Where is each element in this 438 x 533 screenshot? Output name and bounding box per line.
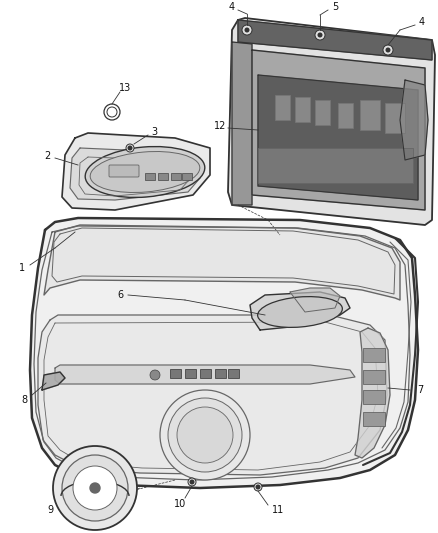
Circle shape: [107, 107, 117, 117]
Text: 8: 8: [21, 395, 27, 405]
Bar: [363, 412, 385, 426]
Bar: [258, 148, 413, 183]
Bar: [385, 103, 405, 133]
Text: 5: 5: [332, 2, 338, 12]
Polygon shape: [250, 292, 350, 330]
Bar: [295, 97, 310, 122]
Bar: [363, 370, 385, 384]
Text: 10: 10: [174, 499, 186, 509]
Text: 6: 6: [117, 290, 123, 300]
Polygon shape: [232, 42, 252, 205]
Polygon shape: [30, 218, 418, 488]
Circle shape: [254, 483, 262, 491]
Circle shape: [386, 48, 390, 52]
Text: 3: 3: [151, 127, 157, 137]
Circle shape: [383, 45, 393, 55]
Polygon shape: [44, 225, 400, 300]
Bar: [158, 173, 168, 180]
Bar: [182, 173, 192, 180]
Polygon shape: [400, 80, 428, 160]
Polygon shape: [355, 328, 390, 458]
Circle shape: [90, 483, 100, 493]
Circle shape: [126, 144, 134, 152]
Polygon shape: [290, 288, 340, 312]
Bar: [275, 95, 290, 120]
Bar: [170, 369, 181, 378]
Ellipse shape: [258, 296, 343, 327]
Text: 4: 4: [419, 17, 425, 27]
Circle shape: [73, 466, 117, 510]
Bar: [200, 369, 211, 378]
Polygon shape: [258, 75, 418, 200]
Circle shape: [318, 33, 322, 37]
Text: 11: 11: [272, 505, 284, 515]
Circle shape: [188, 478, 196, 486]
Polygon shape: [228, 18, 435, 225]
Circle shape: [150, 370, 160, 380]
Circle shape: [160, 390, 250, 480]
Text: 2: 2: [44, 151, 50, 161]
Text: 9: 9: [47, 505, 53, 515]
Text: 1: 1: [19, 263, 25, 273]
FancyBboxPatch shape: [109, 165, 139, 177]
Text: 4: 4: [229, 2, 235, 12]
Circle shape: [245, 28, 249, 32]
Text: 7: 7: [417, 385, 423, 395]
Circle shape: [256, 485, 260, 489]
Polygon shape: [38, 315, 387, 475]
Circle shape: [177, 407, 233, 463]
Polygon shape: [42, 372, 65, 390]
Bar: [228, 369, 239, 378]
Circle shape: [53, 446, 137, 530]
Text: 12: 12: [214, 121, 226, 131]
Polygon shape: [70, 148, 200, 200]
Circle shape: [242, 25, 252, 35]
Bar: [171, 173, 181, 180]
Text: 13: 13: [119, 83, 131, 93]
Circle shape: [128, 146, 132, 150]
Bar: [315, 100, 330, 125]
Polygon shape: [55, 365, 355, 384]
Ellipse shape: [85, 147, 205, 197]
Ellipse shape: [90, 151, 200, 192]
Circle shape: [168, 398, 242, 472]
Bar: [363, 390, 385, 404]
Polygon shape: [252, 50, 425, 210]
Polygon shape: [238, 20, 432, 60]
Polygon shape: [62, 133, 210, 210]
Circle shape: [190, 480, 194, 484]
Circle shape: [104, 104, 120, 120]
Bar: [145, 173, 155, 180]
Bar: [338, 103, 353, 128]
Bar: [185, 369, 196, 378]
Bar: [215, 369, 226, 378]
Circle shape: [315, 30, 325, 40]
Bar: [360, 100, 380, 130]
Circle shape: [62, 455, 128, 521]
Bar: [363, 348, 385, 362]
